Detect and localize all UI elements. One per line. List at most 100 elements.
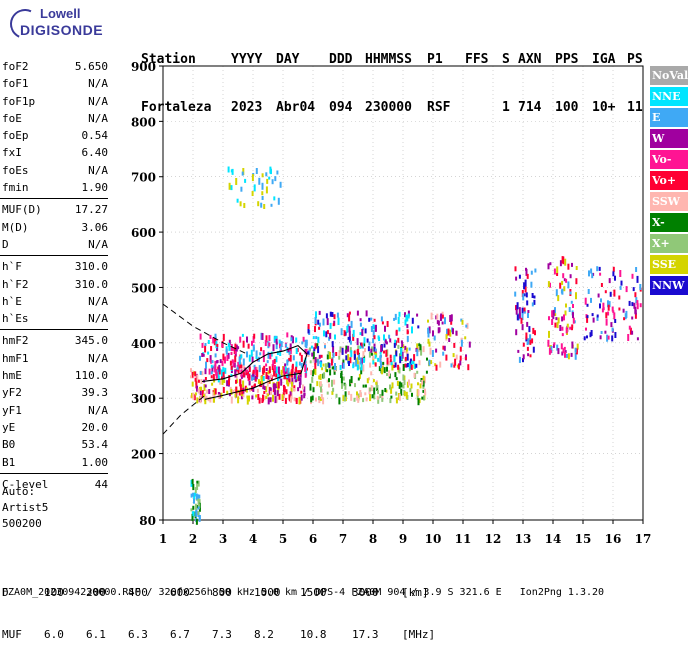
echo-point: [252, 374, 255, 380]
echo-point: [315, 311, 317, 319]
echo-point: [312, 351, 315, 357]
echo-point: [242, 365, 245, 371]
echo-point: [298, 397, 301, 405]
echo-point: [516, 302, 519, 310]
echo-point: [320, 394, 323, 399]
echo-point: [231, 168, 234, 175]
header-value-8: 714: [518, 100, 542, 115]
echo-point: [225, 346, 228, 350]
echo-point: [268, 342, 271, 347]
param-name: hmF2: [2, 334, 29, 348]
echo-point: [311, 395, 314, 401]
echo-point: [461, 319, 464, 325]
echo-point: [437, 327, 440, 334]
echo-point: [266, 360, 269, 364]
echo-point: [194, 492, 196, 497]
echo-point: [193, 394, 196, 401]
echo-point: [263, 391, 266, 394]
echo-point: [335, 352, 338, 356]
echo-point: [587, 289, 590, 294]
echo-point: [230, 396, 233, 404]
echo-point: [274, 176, 277, 182]
echo-point: [377, 357, 380, 362]
echo-point: [348, 314, 351, 322]
echo-point: [357, 395, 360, 400]
echo-point: [522, 358, 524, 363]
echo-point: [317, 346, 320, 354]
echo-point: [360, 363, 363, 371]
echo-point: [300, 390, 303, 394]
echo-point: [592, 317, 595, 323]
echo-point: [596, 266, 599, 272]
echo-point: [239, 384, 242, 392]
echo-point: [248, 380, 251, 386]
param-name: yE: [2, 420, 16, 434]
autoscaling-info: Auto: Artist5 500200: [2, 484, 48, 532]
echo-point: [386, 372, 388, 376]
echo-point: [265, 372, 268, 379]
echo-point: [275, 366, 278, 374]
echo-point: [261, 378, 263, 386]
echo-point: [355, 359, 358, 367]
echo-point: [597, 293, 600, 298]
y-tick-label: 600: [131, 226, 156, 240]
echo-point: [381, 321, 384, 325]
echo-point: [371, 346, 374, 352]
echo-point: [560, 343, 563, 350]
echo-point: [200, 386, 203, 391]
echo-point: [326, 330, 329, 335]
echo-point: [269, 390, 272, 395]
echo-point: [245, 370, 248, 376]
echo-point: [258, 177, 261, 185]
echo-point: [526, 273, 529, 279]
echo-point: [268, 386, 271, 393]
echo-point: [275, 343, 278, 350]
echo-point: [269, 397, 272, 403]
echo-point: [333, 379, 336, 385]
param-name: foE: [2, 111, 22, 125]
echo-point: [531, 338, 534, 344]
echo-point: [230, 352, 233, 355]
echo-point: [353, 397, 356, 402]
echo-point: [300, 354, 303, 362]
echo-point: [204, 384, 207, 388]
echo-point: [240, 374, 243, 379]
echo-point: [328, 383, 330, 388]
echo-point: [226, 390, 229, 395]
echo-point: [324, 345, 326, 349]
echo-point: [416, 370, 419, 374]
echo-point: [388, 373, 391, 377]
echo-point: [525, 332, 528, 340]
echo-point: [586, 315, 589, 319]
echo-point: [196, 505, 199, 509]
legend-item: Vo+: [650, 171, 688, 190]
echo-point: [235, 386, 238, 394]
echo-point: [518, 312, 521, 319]
echo-point: [411, 392, 413, 397]
echo-point: [282, 392, 285, 396]
echo-point: [311, 376, 314, 383]
echo-point: [356, 364, 359, 371]
x-tick-label: 16: [605, 532, 622, 546]
echo-point: [299, 352, 302, 356]
param-value: 3.06: [81, 220, 109, 234]
param-name: hmF1: [2, 351, 29, 365]
echo-point: [255, 356, 258, 359]
param-value: 6.40: [81, 146, 109, 160]
echo-point: [359, 357, 362, 365]
echo-point: [370, 326, 373, 332]
param-value: 310.0: [74, 260, 108, 274]
echo-point: [228, 182, 231, 190]
x-tick-label: 13: [515, 532, 532, 546]
echo-point: [419, 383, 422, 389]
echo-point: [271, 364, 274, 370]
echo-point: [563, 346, 566, 350]
echo-point: [207, 351, 210, 355]
echo-point: [305, 342, 308, 348]
echo-point: [408, 368, 411, 372]
echo-point: [304, 372, 307, 378]
echo-point: [197, 388, 200, 394]
echo-point: [556, 273, 559, 276]
echo-point: [354, 383, 356, 388]
param-value: 345.0: [74, 334, 108, 348]
